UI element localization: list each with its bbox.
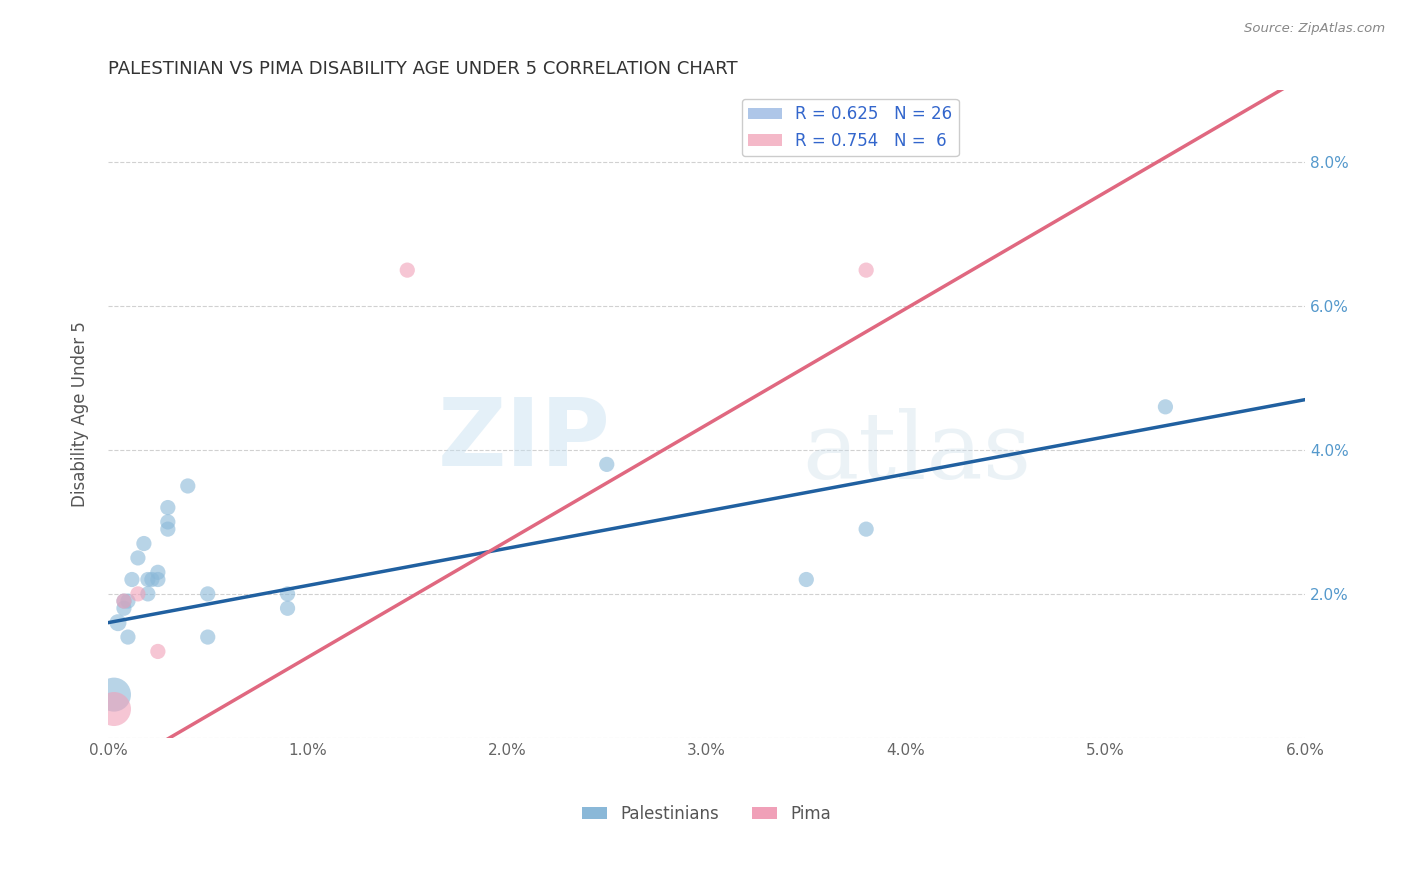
Point (136, 587, 159, 601)
Point (146, 566, 169, 580)
Point (277, 587, 299, 601)
Text: PALESTINIAN VS PIMA DISABILITY AGE UNDER 5 CORRELATION CHART: PALESTINIAN VS PIMA DISABILITY AGE UNDER… (108, 60, 738, 78)
Point (112, 594, 135, 608)
Legend: Palestinians, Pima: Palestinians, Pima (575, 798, 838, 830)
Point (117, 630, 139, 644)
Point (103, 702, 125, 716)
Point (1154, 400, 1177, 414)
Point (103, 688, 125, 702)
Point (794, 573, 817, 587)
Point (112, 594, 135, 608)
Point (127, 587, 149, 601)
Point (132, 536, 155, 550)
Point (117, 594, 139, 608)
Point (156, 500, 179, 515)
Point (121, 573, 143, 587)
Point (156, 522, 179, 536)
Point (177, 479, 200, 493)
Y-axis label: Disability Age Under 5: Disability Age Under 5 (72, 321, 89, 507)
Point (197, 587, 219, 601)
Point (136, 573, 159, 587)
Point (277, 601, 299, 615)
Point (197, 630, 219, 644)
Point (146, 573, 169, 587)
Point (146, 644, 169, 658)
Point (112, 601, 135, 615)
Point (156, 515, 179, 529)
Text: atlas: atlas (803, 408, 1032, 498)
Point (855, 522, 877, 536)
Text: ZIP: ZIP (437, 394, 610, 486)
Point (107, 615, 129, 630)
Point (855, 263, 877, 277)
Text: Source: ZipAtlas.com: Source: ZipAtlas.com (1244, 22, 1385, 36)
Point (596, 458, 619, 472)
Point (396, 263, 419, 277)
Point (127, 550, 149, 565)
Point (141, 573, 163, 587)
